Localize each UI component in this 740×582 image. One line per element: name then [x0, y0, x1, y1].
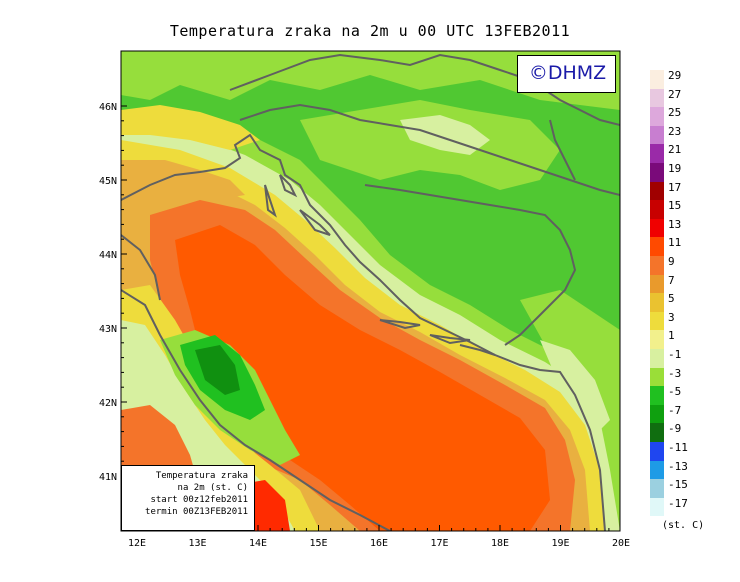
legend-swatch	[650, 349, 664, 368]
legend-label: 1	[668, 329, 675, 343]
field-po-yellow	[121, 105, 260, 150]
legend-swatch	[650, 125, 664, 145]
legend-swatch	[650, 442, 664, 461]
legend-label: 15	[668, 199, 682, 213]
legend-label: -15	[668, 478, 688, 492]
legend-label: 11	[668, 236, 682, 250]
legend-label: 13	[668, 217, 682, 231]
legend-label: -5	[668, 385, 682, 399]
legend-label: 3	[668, 310, 675, 324]
legend-label: -9	[668, 422, 682, 436]
y-axis: 46N 45N 44N 43N 42N 41N	[99, 102, 127, 521]
x-tick-label: 12E	[128, 538, 146, 549]
legend-swatch	[650, 70, 664, 89]
legend-swatch	[650, 88, 664, 108]
legend-label: 5	[668, 292, 675, 306]
field-italy-green-darker	[195, 345, 240, 395]
field-po-orange-yellow	[121, 160, 245, 200]
legend-swatch	[650, 386, 664, 405]
legend-swatch	[650, 107, 664, 126]
x-tick-label: 13E	[188, 538, 206, 549]
legend-swatch	[650, 311, 664, 331]
legend-swatch	[650, 330, 664, 349]
y-tick-label: 43N	[99, 324, 117, 335]
info-line-1: Temperatura zraka	[155, 471, 248, 481]
dhmz-logo: ©DHMZ	[528, 62, 607, 84]
field-light-green-north	[121, 51, 620, 110]
legend-label: -13	[668, 459, 688, 473]
legend-swatch	[650, 163, 664, 182]
border-inner	[549, 119, 576, 181]
x-tick-label: 16E	[370, 538, 388, 549]
field-red-orange-core	[175, 225, 550, 531]
legend-swatch	[650, 237, 664, 256]
border-balkans-north	[229, 53, 620, 126]
info-line-3: start 00z12feb2011	[150, 495, 248, 505]
island-cres	[264, 184, 277, 218]
legend-swatch	[650, 144, 664, 163]
y-tick-label: 41N	[99, 472, 117, 483]
legend-label: -17	[668, 496, 688, 510]
legend-label: 29	[668, 69, 682, 82]
legend-label: 7	[668, 273, 675, 287]
coastline-italy-boot	[121, 234, 161, 301]
island-mljet	[459, 344, 496, 356]
legend-swatch	[650, 256, 664, 275]
legend-swatch	[650, 218, 664, 238]
y-tick-label: 46N	[99, 102, 117, 113]
legend-swatch	[650, 181, 664, 201]
legend-label: 23	[668, 124, 682, 138]
legend-swatch	[650, 200, 664, 219]
x-tick-label: 18E	[491, 538, 509, 549]
legend-label: 9	[668, 255, 675, 268]
x-tick-label: 19E	[551, 538, 569, 549]
legend-label: -11	[668, 441, 688, 454]
x-axis: 12E 13E 14E 15E 16E 17E 18E 19E 20E	[128, 525, 630, 549]
legend-swatch	[650, 367, 664, 387]
legend-label: -7	[668, 403, 682, 417]
info-box: Temperatura zraka na 2m (st. C) start 00…	[121, 465, 255, 531]
legend-label: -3	[668, 366, 682, 380]
dhmz-logo-box: ©DHMZ	[517, 55, 616, 93]
legend-label: 21	[668, 143, 682, 157]
legend-swatch	[650, 460, 664, 480]
x-tick-label: 17E	[430, 538, 448, 549]
border-bosnia	[364, 184, 577, 346]
coastline-italy-west	[121, 289, 391, 531]
legend-label: 19	[668, 162, 682, 175]
island-krk	[279, 174, 298, 198]
legend-swatch	[650, 497, 664, 517]
y-tick-label: 44N	[99, 250, 117, 261]
legend-swatch	[650, 293, 664, 312]
legend-label: 27	[668, 87, 682, 101]
x-tick-label: 20E	[612, 538, 630, 549]
temperature-field	[121, 51, 620, 531]
island-hvar	[379, 319, 421, 330]
y-tick-label: 45N	[99, 176, 117, 187]
info-line-2: na 2m (st. C)	[177, 483, 248, 493]
y-tick-label: 42N	[99, 398, 117, 409]
island-korcula	[429, 334, 471, 345]
coastlines	[121, 53, 620, 531]
legend-swatch	[650, 479, 664, 498]
legend-swatch	[650, 404, 664, 424]
legend-label: -1	[668, 348, 682, 361]
legend-swatch	[650, 423, 664, 442]
field-balkan-pale-green	[540, 340, 610, 430]
info-line-4: termin 00Z13FEB2011	[145, 507, 248, 517]
x-tick-label: 15E	[309, 538, 327, 549]
coastline-italy-east	[121, 133, 606, 531]
x-tick-label: 14E	[249, 538, 267, 549]
island-pag	[299, 209, 331, 236]
plot-frame	[120, 50, 621, 532]
legend-label: 17	[668, 180, 682, 194]
map-title: Temperatura zraka na 2m u 00 UTC 13FEB20…	[169, 22, 571, 40]
legend-swatch	[650, 274, 664, 294]
legend-label: 25	[668, 106, 682, 120]
legend-unit: (st. C)	[662, 520, 705, 531]
border-slovenia-croatia	[239, 103, 620, 196]
